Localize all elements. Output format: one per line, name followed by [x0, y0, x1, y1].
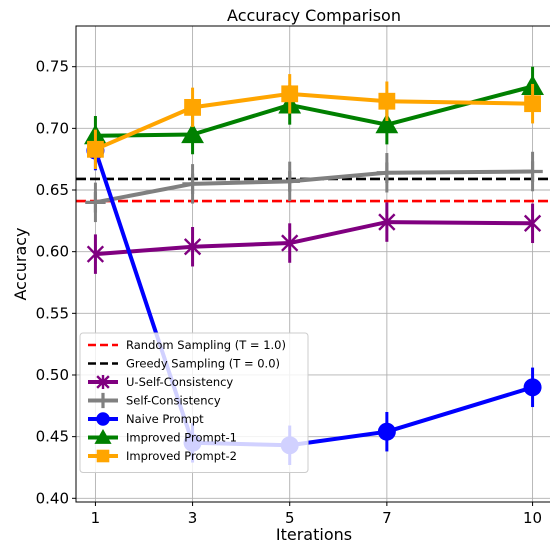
improved-prompt-2-point	[184, 98, 201, 116]
plot-frame	[75, 25, 550, 503]
y-axis-ticks: 0.40 0.45 0.50 0.55 0.60 0.65 0.70 0.75	[36, 58, 76, 507]
y-tick-label: 0.70	[36, 119, 69, 137]
u-self-consistency-point	[183, 237, 202, 257]
improved-prompt-1-point	[375, 113, 399, 134]
legend-label: Improved Prompt-2	[126, 449, 237, 463]
y-tick-label: 0.40	[36, 489, 69, 507]
improved-prompt-2-point	[378, 92, 396, 110]
u-self-consistency-point	[378, 212, 396, 232]
self-consistency-point	[279, 171, 300, 192]
x-tick-label: 3	[188, 509, 198, 527]
u-self-consistency-point	[281, 233, 299, 253]
improved-prompt-1-point	[181, 123, 204, 144]
self-consistency-point	[522, 161, 543, 182]
improved-prompt-1-series	[84, 66, 544, 156]
legend-marker	[95, 392, 111, 409]
legend-marker	[96, 449, 110, 463]
improved-prompt-2-point	[524, 95, 541, 113]
u-self-consistency-line	[95, 220, 533, 257]
legend-box	[79, 332, 309, 473]
x-tick-label: 5	[285, 509, 295, 527]
legend-label: Naive Prompt	[126, 412, 204, 426]
u-self-consistency-point	[523, 213, 542, 233]
self-consistency-line	[95, 169, 533, 205]
u-self-consistency-point	[86, 244, 105, 264]
self-consistency-point	[376, 162, 398, 183]
x-tick-label: 1	[91, 509, 101, 527]
improved-prompt-2-line	[94, 91, 533, 152]
y-tick-label: 0.60	[36, 243, 69, 261]
self-consistency-series	[85, 151, 543, 223]
x-axis-label: Iterations	[276, 525, 352, 544]
x-tick-label: 10	[523, 509, 542, 527]
legend-label: Random Sampling (T = 1.0)	[126, 338, 286, 352]
self-consistency-point	[85, 192, 106, 213]
x-tick-label: 7	[382, 509, 392, 527]
y-tick-label: 0.65	[36, 181, 69, 199]
improved-prompt-2-series	[87, 74, 541, 170]
legend-label: U-Self-Consistency	[126, 375, 233, 389]
legend-marker	[96, 412, 110, 426]
legend-label: Greedy Sampling (T = 0.0)	[126, 357, 280, 371]
legend: Random Sampling (T = 1.0) Greedy Sampling…	[79, 332, 309, 473]
y-tick-label: 0.75	[36, 58, 69, 76]
chart-title: Accuracy Comparison	[227, 6, 401, 25]
naive-prompt-point	[523, 378, 542, 397]
y-tick-label: 0.50	[36, 366, 69, 384]
improved-prompt-2-point	[281, 85, 299, 103]
x-axis-ticks: 1 3 5 7 10	[91, 502, 542, 527]
y-tick-label: 0.55	[36, 304, 69, 322]
y-tick-label: 0.45	[36, 428, 69, 446]
y-axis-label: Accuracy	[11, 227, 30, 300]
legend-marker	[96, 374, 110, 390]
legend-label: Improved Prompt-1	[126, 431, 237, 445]
legend-marker	[94, 428, 112, 444]
improved-prompt-2-point	[87, 140, 104, 158]
u-self-consistency-series	[86, 202, 542, 274]
legend-label: Self-Consistency	[126, 394, 221, 408]
naive-prompt-point	[377, 422, 396, 441]
self-consistency-point	[182, 173, 203, 195]
